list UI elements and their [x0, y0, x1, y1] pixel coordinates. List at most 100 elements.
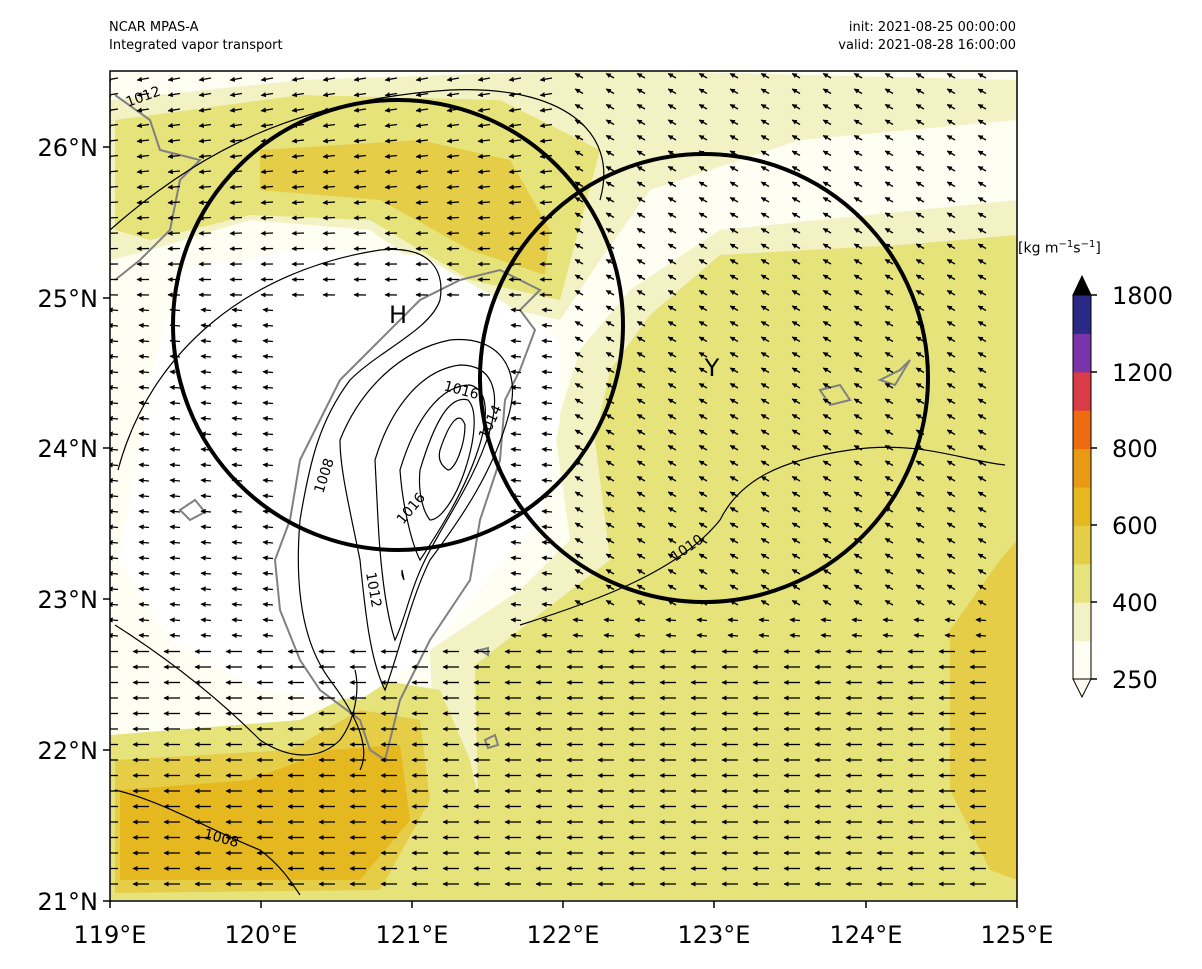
ivt-vector [574, 150, 584, 157]
ivt-vector [915, 584, 925, 591]
ivt-vector [541, 462, 553, 468]
ivt-vector [884, 553, 894, 560]
ivt-vector [729, 367, 739, 374]
ivt-vector [110, 92, 119, 98]
ivt-vector [946, 599, 956, 606]
isobar-tiny [401, 569, 405, 581]
ivt-vector [727, 632, 739, 639]
colorbar-tick-label: 1800 [1112, 282, 1173, 310]
ivt-vector [229, 184, 243, 190]
ivt-vector [791, 88, 801, 95]
ivt-vector [853, 599, 863, 606]
ivt-vector [884, 398, 894, 405]
ivt-vector [110, 508, 119, 515]
ivt-vector [541, 369, 553, 375]
ivt-vector [136, 169, 150, 175]
ivt-vector [508, 92, 522, 98]
ivt-vector [636, 522, 646, 529]
ivt-vector [353, 153, 367, 159]
ivt-vector [729, 134, 739, 141]
ivt-vector [574, 119, 584, 126]
ivt-vector [291, 92, 305, 98]
ivt-vector [605, 568, 615, 575]
ivt-vector [853, 336, 863, 343]
ivt-vector [291, 107, 305, 113]
ivt-vector [791, 460, 801, 467]
ivt-vector [946, 196, 956, 203]
ivt-vector [229, 76, 243, 82]
ivt-vector [822, 88, 832, 95]
ivt-vector [322, 169, 336, 175]
ivt-vector [138, 477, 150, 484]
ivt-vector [791, 584, 801, 591]
ivt-vector [110, 215, 119, 221]
ivt-vector [574, 243, 584, 250]
ivt-vector [884, 150, 894, 157]
ivt-vector [231, 384, 243, 391]
ivt-vector [698, 212, 708, 219]
ivt-vector [260, 230, 274, 236]
ivt-vector [574, 568, 584, 575]
ivt-vector [541, 617, 553, 623]
ivt-vector [729, 305, 739, 312]
ivt-vector [605, 119, 615, 126]
ivt-vector [605, 150, 615, 157]
ivt-vector [477, 199, 491, 206]
ivt-vector [510, 400, 522, 406]
ivt-vector [231, 524, 243, 530]
ivt-vector [260, 199, 274, 206]
ivt-vector [915, 196, 925, 203]
ivt-vector [853, 382, 863, 389]
ivt-vector [853, 134, 863, 141]
ivt-vector [110, 153, 119, 159]
ivt-vector [231, 369, 243, 375]
ivt-vector [231, 508, 243, 515]
ivt-vector [110, 199, 119, 206]
ivt-vector [791, 243, 801, 250]
ivt-vector [884, 460, 894, 467]
ivt-vector [415, 215, 429, 221]
ivt-vector [200, 415, 212, 422]
ivt-vector [574, 398, 584, 405]
ivt-vector [853, 227, 863, 234]
ivt-vector [882, 617, 894, 623]
ivt-vector [138, 524, 150, 530]
units-end: ] [1095, 240, 1101, 257]
ivt-vector [231, 307, 243, 313]
ivt-vector [636, 491, 646, 498]
ivt-vector [884, 522, 894, 529]
ivt-vector [169, 617, 181, 623]
ivt-vector [760, 398, 770, 405]
ivt-vector [853, 243, 863, 250]
ivt-vector [510, 617, 522, 623]
ivt-vector [791, 429, 801, 436]
ivt-vector [322, 122, 336, 129]
ivt-vector [262, 384, 274, 391]
ivt-vector [915, 491, 925, 498]
ivt-vector [789, 632, 801, 639]
colorbar-frame [1072, 294, 1092, 680]
ivt-vector [260, 153, 274, 159]
ivt-vector [169, 462, 181, 468]
ivt-vector [760, 243, 770, 250]
ivt-vector [200, 508, 212, 515]
ivt-vector [200, 632, 212, 639]
ivt-vector [539, 169, 553, 175]
ivt-vector [138, 617, 150, 623]
ivt-vector [822, 243, 832, 250]
ivt-vector [605, 491, 615, 498]
axis-ticks [103, 146, 1018, 908]
ivt-vector [884, 351, 894, 358]
ivt-vector [977, 599, 987, 606]
ivt-vector [262, 524, 274, 530]
ivt-vector [446, 199, 460, 206]
ivt-vector [353, 184, 367, 190]
ivt-vector [698, 351, 708, 358]
ivt-vector [729, 88, 739, 95]
ivt-vector [169, 415, 181, 422]
taiwan-coast [273, 268, 542, 762]
ivt-vector [138, 570, 150, 577]
ivt-vector [231, 570, 243, 577]
ivt-vector [760, 553, 770, 560]
ivt-vector [977, 351, 987, 358]
